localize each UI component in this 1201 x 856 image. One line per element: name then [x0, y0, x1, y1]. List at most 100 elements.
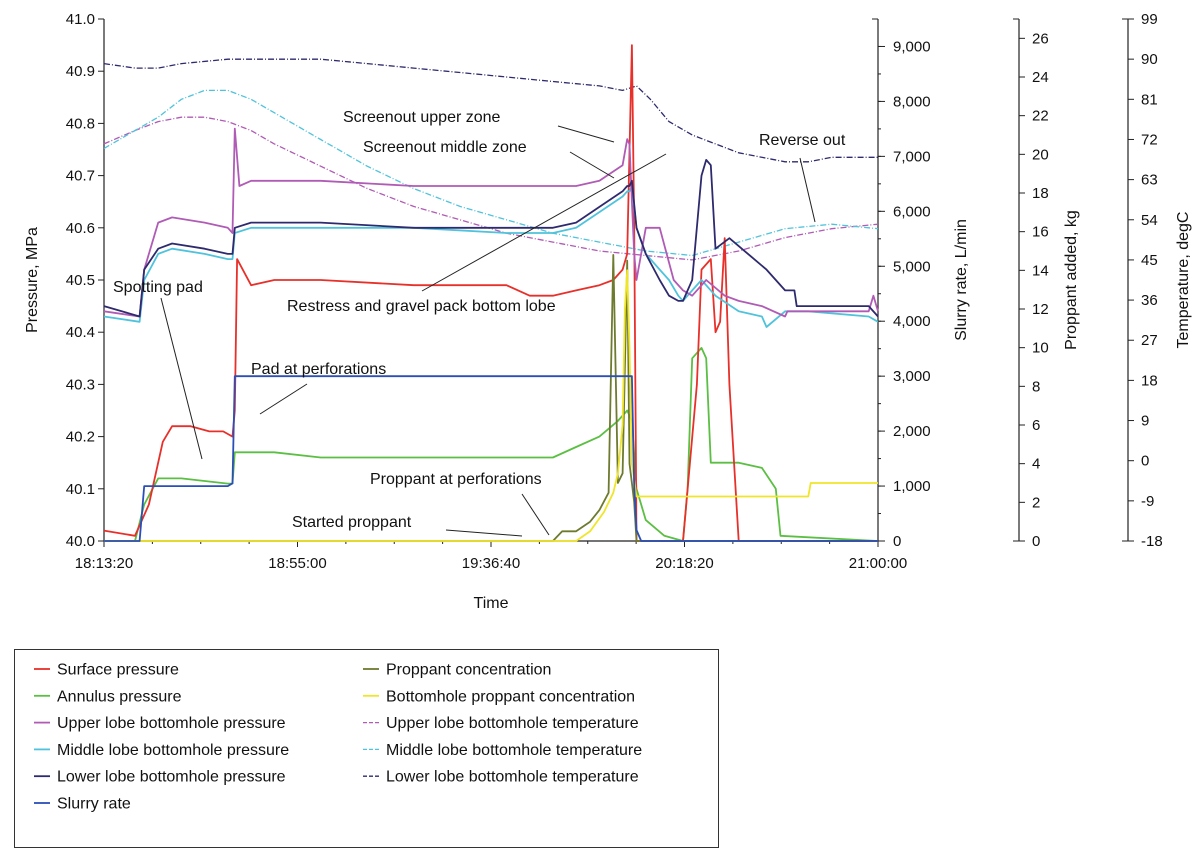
legend-label-upper-lobe-bottomhole-pressure: Upper lobe bottomhole pressure	[57, 715, 286, 732]
proppant-tick-label: 14	[1032, 262, 1049, 279]
proppant-tick-label: 8	[1032, 378, 1040, 395]
annotation-leader	[557, 125, 615, 143]
proppant-tick-label: 22	[1032, 108, 1049, 125]
rate-tick-label: 7,000	[893, 148, 931, 165]
pressure-tick-label: 40.6	[66, 220, 95, 237]
temperature-tick-label: 9	[1141, 413, 1149, 430]
rate-tick-label: 8,000	[893, 93, 931, 110]
series-line-bottomhole-proppant-concentration	[104, 269, 878, 542]
temperature-tick-label: 18	[1141, 372, 1158, 389]
proppant-tick-label: 0	[1032, 533, 1040, 550]
legend-label-upper-lobe-bottomhole-temperature: Upper lobe bottomhole temperature	[386, 715, 639, 732]
temperature-tick-label: 81	[1141, 91, 1158, 108]
rate-tick-label: 4,000	[893, 313, 931, 330]
rate-tick-label: 6,000	[893, 203, 931, 220]
rate-tick-label: 0	[893, 533, 901, 550]
annotation-leader	[569, 151, 615, 179]
legend-label-middle-lobe-bottomhole-temperature: Middle lobe bottomhole temperature	[386, 742, 642, 759]
rate-tick-label: 5,000	[893, 258, 931, 275]
temperature-tick-label: 90	[1141, 51, 1158, 68]
legend-label-lower-lobe-bottomhole-pressure: Lower lobe bottomhole pressure	[57, 769, 286, 786]
series-line-upper-lobe-bottomhole-pressure	[103, 127, 879, 318]
annotation-label-reverse-out: Reverse out	[759, 132, 846, 149]
legend-box	[14, 649, 719, 848]
x-axis-title: Time	[474, 595, 509, 612]
pressure-axis-title: Pressure, MPa	[24, 227, 41, 333]
annotation-label-screenout-upper-zone: Screenout upper zone	[343, 109, 501, 126]
legend-label-proppant-concentration: Proppant concentration	[386, 662, 551, 679]
legend-label-slurry-rate: Slurry rate	[57, 796, 131, 813]
series-line-lower-lobe-bottomhole-temperature	[103, 58, 878, 163]
annotation-label-proppant-at-perforations: Proppant at perforations	[370, 471, 542, 488]
series-line-middle-lobe-bottomhole-temperature	[103, 89, 879, 257]
proppant-tick-label: 2	[1032, 494, 1040, 511]
annotation-layer: Screenout upper zone Screenout middle zon…	[113, 109, 846, 537]
temperature-tick-label: -18	[1141, 533, 1163, 550]
x-tick-label: 21:00:00	[849, 555, 907, 572]
pressure-tick-label: 40.7	[66, 168, 95, 185]
annotation-leader	[259, 383, 308, 415]
annotation-leader	[421, 153, 667, 292]
proppant-tick-label: 12	[1032, 301, 1049, 318]
pressure-tick-label: 40.8	[66, 115, 95, 132]
series-line-annulus-pressure	[104, 346, 879, 542]
annotation-leader	[521, 493, 550, 536]
rate-tick-label: 1,000	[893, 478, 931, 495]
proppant-tick-label: 16	[1032, 224, 1049, 241]
proppant-tick-label: 4	[1032, 456, 1040, 473]
temperature-tick-label: 36	[1141, 292, 1158, 309]
temperature-axis-title: Temperature, degC	[1175, 212, 1192, 349]
temperature-tick-label: 27	[1141, 332, 1158, 349]
pressure-tick-label: 40.9	[66, 63, 95, 80]
proppant-axis-title: Proppant added, kg	[1063, 210, 1080, 350]
annotation-label-started-proppant: Started proppant	[292, 514, 412, 531]
legend-label-lower-lobe-bottomhole-temperature: Lower lobe bottomhole temperature	[386, 769, 639, 786]
legend-layer: Surface pressure Annulus pressure Upper lo…	[14, 649, 719, 848]
pressure-tick-label: 40.1	[66, 481, 95, 498]
proppant-tick-label: 10	[1032, 340, 1049, 357]
series-line-slurry-rate	[104, 375, 878, 542]
legend-label-annulus-pressure: Annulus pressure	[57, 688, 182, 705]
rate-tick-label: 2,000	[893, 423, 931, 440]
x-tick-label: 18:55:00	[268, 555, 326, 572]
temperature-tick-label: 0	[1141, 453, 1149, 470]
proppant-tick-label: 6	[1032, 417, 1040, 434]
temperature-tick-label: -9	[1141, 493, 1154, 510]
annotation-label-spotting-pad: Spotting pad	[113, 279, 203, 296]
pressure-tick-label: 40.5	[66, 272, 95, 289]
x-tick-label: 19:36:40	[462, 555, 520, 572]
axes-layer: 40.0 40.1 40.2 40.3 40.4 40.5 40.6 40.7 40.8 40.9…	[24, 11, 1192, 612]
annotation-label-pad-at-perforations: Pad at perforations	[251, 361, 386, 378]
series-line-lower-lobe-bottomhole-pressure	[103, 158, 879, 318]
pressure-tick-label: 41.0	[66, 11, 95, 28]
annotation-leader	[799, 157, 816, 223]
temperature-tick-label: 72	[1141, 131, 1158, 148]
annotation-leader	[445, 529, 523, 537]
temperature-tick-label: 99	[1141, 11, 1158, 28]
annotation-leader	[160, 297, 203, 460]
x-tick-label: 18:13:20	[75, 555, 133, 572]
legend-label-surface-pressure: Surface pressure	[57, 662, 179, 679]
pressure-tick-label: 40.2	[66, 429, 95, 446]
proppant-tick-label: 18	[1032, 185, 1049, 202]
pressure-tick-label: 40.4	[66, 324, 95, 341]
temperature-tick-label: 45	[1141, 252, 1158, 269]
x-tick-label: 20:18:20	[655, 555, 713, 572]
legend-label-middle-lobe-bottomhole-pressure: Middle lobe bottomhole pressure	[57, 742, 289, 759]
series-line-middle-lobe-bottomhole-pressure	[103, 185, 879, 328]
pressure-tick-label: 40.3	[66, 376, 95, 393]
proppant-tick-label: 20	[1032, 146, 1049, 163]
rate-tick-label: 9,000	[893, 38, 931, 55]
rate-axis-title: Slurry rate, L/min	[953, 219, 970, 341]
temperature-tick-label: 54	[1141, 212, 1158, 229]
temperature-tick-label: 63	[1141, 172, 1158, 189]
series-layer	[103, 44, 879, 542]
legend-label-bottomhole-proppant-concentration: Bottomhole proppant concentration	[386, 688, 635, 705]
proppant-tick-label: 26	[1032, 30, 1049, 47]
annotation-label-restress-and-gravel-pack-bottom-lobe: Restress and gravel pack bottom lobe	[287, 298, 556, 315]
pressure-tick-label: 40.0	[66, 533, 95, 550]
rate-tick-label: 3,000	[893, 368, 931, 385]
annotation-label-screenout-middle-zone: Screenout middle zone	[363, 139, 527, 156]
